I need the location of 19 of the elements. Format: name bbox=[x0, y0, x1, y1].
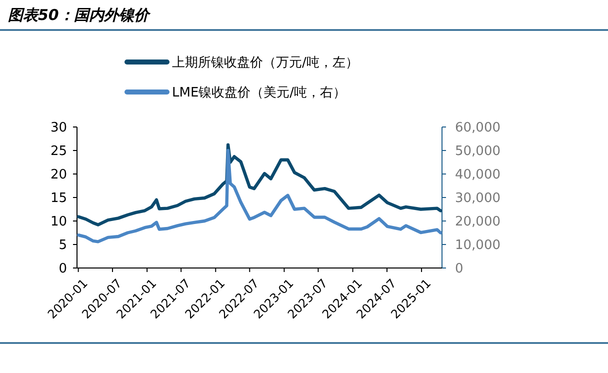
line-series bbox=[76, 148, 442, 244]
y2-tick-label: 10,000 bbox=[455, 238, 500, 254]
legend-label: 上期所镍收盘价（万元/吨，左） bbox=[172, 56, 358, 71]
y2-tick-label: 40,000 bbox=[455, 168, 500, 183]
y-tick-label: 5 bbox=[58, 238, 67, 254]
y-tick-label: 10 bbox=[50, 214, 67, 230]
y2-tick-label: 50,000 bbox=[455, 144, 500, 160]
y2-tick-label: 0 bbox=[455, 262, 464, 277]
y-tick-label: 25 bbox=[50, 144, 67, 160]
y-tick-label: 30 bbox=[50, 120, 67, 136]
line-series bbox=[76, 143, 442, 226]
y2-tick-label: 30,000 bbox=[455, 191, 500, 206]
chart-title: 图表50：国内外镍价 bbox=[8, 6, 151, 24]
legend-label: LME镍收盘价（美元/吨，右） bbox=[172, 84, 346, 101]
y2-tick-label: 20,000 bbox=[455, 214, 500, 230]
y-tick-label: 0 bbox=[58, 262, 67, 277]
y-tick-label: 15 bbox=[50, 191, 67, 206]
y2-tick-label: 60,000 bbox=[455, 120, 500, 136]
y-tick-label: 20 bbox=[50, 168, 67, 183]
